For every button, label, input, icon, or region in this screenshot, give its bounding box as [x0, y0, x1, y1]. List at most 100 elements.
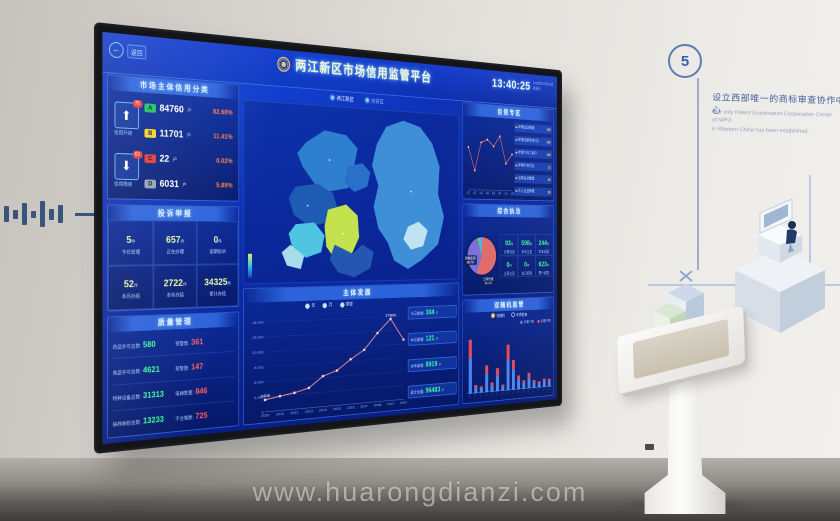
- stat-unit: 件: [131, 238, 136, 244]
- milestone-caption-line2: in Western China has been established.: [711, 125, 809, 135]
- clock-weekday: 星期三: [532, 86, 542, 92]
- legend-label: 问题户数: [540, 318, 551, 323]
- clock: 13:40:25 2020年07月08日 星期三: [492, 76, 554, 95]
- stat-label: 本年结案: [538, 249, 550, 254]
- ftz-list-item[interactable]: 新增企业数量 182: [514, 122, 552, 134]
- legend-month-radio[interactable]: 月: [322, 302, 333, 309]
- svg-text:2015: 2015: [333, 406, 341, 411]
- district-map[interactable]: [243, 99, 460, 285]
- radio-label: 双随机: [496, 313, 506, 319]
- enforcement-stat: 93件 当日检查: [500, 233, 519, 256]
- stat-unit: 户: [438, 362, 442, 367]
- warning-value: 725: [195, 410, 208, 422]
- legend-quarter-radio[interactable]: 季度: [339, 301, 353, 308]
- kiosk-screen: [632, 318, 730, 380]
- svg-text:18,000: 18,000: [252, 320, 264, 325]
- bullet-icon: [515, 138, 517, 141]
- stat-value: 2722: [163, 278, 183, 290]
- svg-text:2012: 2012: [290, 410, 299, 415]
- quality-value: 580: [142, 338, 156, 349]
- ftz-list-item[interactable]: 注销企业数量 35: [514, 173, 552, 184]
- svg-text:3月: 3月: [480, 191, 483, 196]
- credit-upgrade-button[interactable]: ⬆ 76: [114, 99, 143, 130]
- ftz-list-item[interactable]: 迁入企业数量 26: [514, 186, 552, 197]
- stat-label: 本年办结: [166, 292, 184, 300]
- bullet-icon: [515, 189, 517, 192]
- quality-value: 31313: [142, 388, 164, 401]
- pie-slice-pct: 38.7%: [466, 260, 474, 265]
- stat-label: 当日立案: [503, 271, 515, 276]
- stat-label: 当日结案: [521, 270, 533, 275]
- stat-label: 今日受理: [121, 249, 140, 256]
- radio-icon: [491, 313, 496, 319]
- stat-unit: 件: [510, 241, 514, 246]
- district-map-svg: [281, 118, 444, 278]
- stat-label: 本月新增:: [410, 338, 425, 344]
- quality-label: 特种设备总数:: [112, 394, 142, 403]
- credit-downgrade-button[interactable]: ⬇ 63: [114, 150, 143, 181]
- pie-slice-pct: 56.2%: [484, 280, 493, 286]
- development-line-chart: 0 3,000 6,000 9,000 12,000 15,000 18,000 2010 20…: [252, 313, 408, 418]
- warning-value: 846: [195, 385, 208, 397]
- svg-text:12,000: 12,000: [252, 350, 264, 355]
- tab-liangjiang[interactable]: 两江新区: [330, 93, 354, 103]
- item-label: 新增外资企业: [518, 163, 535, 168]
- stat-unit: 户: [441, 387, 445, 393]
- stat-label: 当日检查: [503, 249, 515, 254]
- stat-chip-today: 今日新增: 304 户: [407, 304, 457, 320]
- pie-label: 日常检查 56.2%: [481, 275, 495, 287]
- grade-d-unit: 户: [182, 182, 187, 188]
- grade-a-badge: A: [144, 103, 157, 114]
- quality-label: 抽样抽检总数:: [112, 420, 142, 429]
- display-bezel: ← 返回 两江新区市场信用监管平台 13:40:25: [94, 22, 563, 454]
- svg-text:2010: 2010: [261, 413, 270, 418]
- item-value: 12: [547, 164, 551, 169]
- tab-label: 自贸区: [371, 98, 384, 105]
- svg-text:17504: 17504: [385, 313, 396, 318]
- ftz-list-item[interactable]: 新增外资企业 12: [514, 160, 552, 172]
- legend-checked: 检查户数: [520, 319, 534, 324]
- stat-value: 623: [538, 259, 547, 268]
- legend-problem: 问题户数: [537, 318, 551, 323]
- svg-text:2011: 2011: [276, 412, 285, 417]
- stat-unit: 件: [526, 262, 530, 267]
- stat-unit: 件: [546, 262, 550, 267]
- upgrade-label: 信用升级: [114, 130, 133, 138]
- panel-title: 投诉举报: [108, 205, 239, 222]
- bullet-icon: [515, 177, 517, 180]
- legend-label: 月: [328, 302, 333, 309]
- milestone-timeline-line: [697, 78, 699, 270]
- stat-label: 累计总量:: [410, 390, 425, 396]
- item-label: 新增企业数量: [518, 124, 535, 130]
- stat-label: 逾期投诉: [209, 249, 227, 255]
- grade-d-pct: 5.89%: [216, 182, 233, 190]
- random-mode-radio[interactable]: 双随机: [491, 312, 505, 318]
- grade-c-badge: C: [144, 153, 157, 164]
- up-arrow-icon: ⬆: [121, 107, 132, 123]
- ftz-list-item[interactable]: 新增注册资本(亿) 165: [514, 135, 552, 147]
- grade-c-count: 22: [159, 153, 170, 165]
- legend-swatch: [537, 319, 540, 323]
- enforcement-stat: 0件 当日结案: [518, 254, 536, 277]
- stat-unit: 件: [180, 238, 185, 244]
- quality-value: 4621: [142, 363, 160, 375]
- warning-value: 361: [191, 336, 204, 347]
- stat-unit: 件: [182, 282, 187, 288]
- grade-a-unit: 户: [187, 108, 192, 115]
- item-value: 165: [546, 139, 551, 144]
- back-button[interactable]: ← 返回: [108, 41, 147, 60]
- grade-b-unit: 户: [186, 133, 192, 139]
- grade-d-badge: D: [144, 179, 157, 189]
- ftz-panel: 自贸专区 1月 2月 3月 4月 5月 6月 7月 8月 新增企业数量 182 新增注册资本(亿…: [462, 102, 555, 202]
- complaint-stat: 34325件 累计办结: [196, 263, 239, 308]
- complaint-stat: 2722件 本年办结: [153, 264, 197, 309]
- legend-year-radio[interactable]: 年: [305, 302, 315, 309]
- enforcement-stat: 0件 当日立案: [500, 255, 519, 278]
- stat-unit: 件: [218, 238, 222, 244]
- bullet-icon: [515, 151, 517, 154]
- legend-swatch: [520, 320, 523, 324]
- special-mode-radio[interactable]: 专项检查: [511, 311, 527, 317]
- ftz-list-item[interactable]: 新增个体工商户 149: [514, 148, 552, 159]
- tab-dot-icon: [365, 97, 369, 103]
- tab-ftz[interactable]: 自贸区: [365, 96, 384, 105]
